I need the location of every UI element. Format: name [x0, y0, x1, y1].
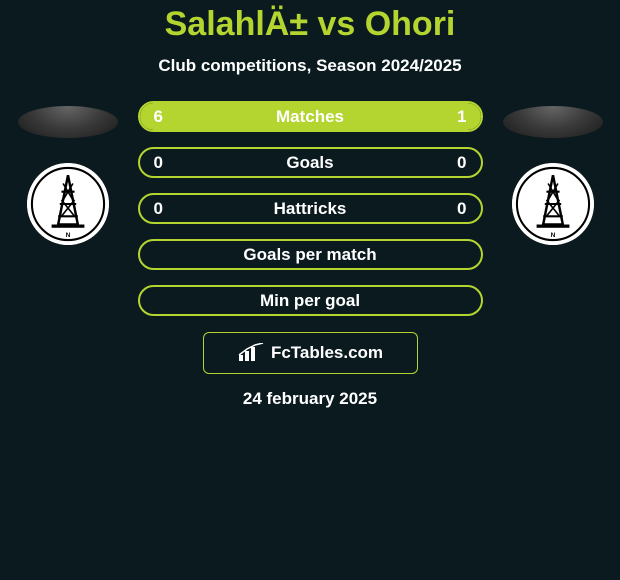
- infographic-container: SalahlÄ± vs Ohori Club competitions, Sea…: [0, 0, 620, 580]
- stat-label: Min per goal: [140, 291, 481, 311]
- stat-row-hattricks: 0 Hattricks 0: [138, 193, 483, 224]
- right-column: N: [493, 101, 613, 245]
- stat-label: Goals per match: [140, 245, 481, 265]
- svg-text:N: N: [550, 232, 555, 239]
- stat-row-goals: 0 Goals 0: [138, 147, 483, 178]
- oil-derrick-icon: N: [27, 163, 109, 245]
- stat-value-right: 1: [457, 107, 466, 127]
- club-badge-right: N: [512, 163, 594, 245]
- footer-site-name: FcTables.com: [271, 343, 383, 363]
- main-area: N 6 Matches 1 0 Goals 0 0: [0, 101, 620, 316]
- stat-label: Matches: [140, 107, 481, 127]
- stat-value-right: 0: [457, 199, 466, 219]
- stat-label: Hattricks: [140, 199, 481, 219]
- footer-badge[interactable]: FcTables.com: [203, 332, 418, 374]
- player-placeholder-right: [503, 106, 603, 138]
- club-badge-left: N: [27, 163, 109, 245]
- svg-text:N: N: [65, 232, 70, 239]
- footer-date: 24 february 2025: [243, 389, 377, 409]
- player-placeholder-left: [18, 106, 118, 138]
- left-column: N: [8, 101, 128, 245]
- oil-derrick-icon: N: [512, 163, 594, 245]
- stat-row-goals-per-match: Goals per match: [138, 239, 483, 270]
- subtitle-text: Club competitions, Season 2024/2025: [158, 56, 461, 76]
- stat-label: Goals: [140, 153, 481, 173]
- stat-row-matches: 6 Matches 1: [138, 101, 483, 132]
- stats-column: 6 Matches 1 0 Goals 0 0 Hattricks 0: [138, 101, 483, 316]
- title-text: SalahlÄ± vs Ohori: [165, 5, 456, 44]
- stat-row-min-per-goal: Min per goal: [138, 285, 483, 316]
- stat-value-right: 0: [457, 153, 466, 173]
- bar-chart-icon: [237, 343, 265, 363]
